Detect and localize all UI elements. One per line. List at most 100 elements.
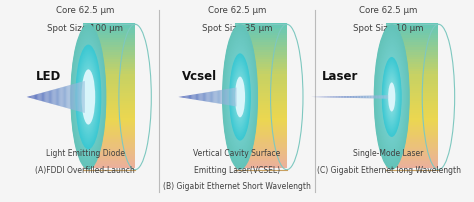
Text: Core 62.5 μm: Core 62.5 μm [208, 6, 266, 15]
Ellipse shape [86, 87, 91, 107]
Bar [83, 139, 135, 142]
Bar [83, 28, 135, 30]
Bar [83, 42, 135, 45]
Ellipse shape [232, 66, 247, 127]
Ellipse shape [82, 74, 94, 120]
Ellipse shape [376, 36, 407, 158]
Polygon shape [203, 93, 204, 101]
Bar [235, 101, 287, 103]
Polygon shape [71, 84, 72, 109]
Ellipse shape [228, 47, 252, 146]
Bar [235, 105, 287, 108]
Ellipse shape [79, 59, 98, 135]
Bar [83, 59, 135, 62]
Ellipse shape [238, 88, 242, 106]
Ellipse shape [234, 72, 246, 122]
Ellipse shape [230, 58, 250, 136]
Bar [83, 55, 135, 57]
Polygon shape [368, 96, 370, 98]
Polygon shape [198, 94, 199, 100]
Bar [83, 91, 135, 93]
Polygon shape [82, 81, 83, 113]
Bar [235, 135, 287, 137]
Ellipse shape [78, 57, 98, 137]
Ellipse shape [388, 81, 396, 113]
Bar [83, 79, 135, 81]
Polygon shape [231, 88, 232, 106]
Polygon shape [39, 93, 41, 101]
Polygon shape [201, 93, 203, 101]
Bar [386, 52, 438, 55]
Ellipse shape [86, 88, 91, 106]
Bar [83, 38, 135, 40]
Bar [235, 88, 287, 91]
Bar [386, 147, 438, 149]
Ellipse shape [383, 61, 401, 133]
Ellipse shape [75, 45, 101, 149]
Ellipse shape [236, 80, 245, 114]
Bar [235, 93, 287, 96]
Polygon shape [57, 88, 58, 106]
Bar [386, 137, 438, 139]
Bar [235, 103, 287, 105]
Ellipse shape [233, 69, 247, 125]
Ellipse shape [238, 90, 242, 104]
Polygon shape [374, 95, 376, 99]
Ellipse shape [380, 49, 403, 145]
Ellipse shape [80, 62, 97, 132]
Ellipse shape [72, 29, 105, 165]
Bar [83, 69, 135, 72]
Ellipse shape [374, 24, 410, 170]
Ellipse shape [71, 26, 106, 168]
Ellipse shape [390, 90, 393, 104]
Polygon shape [227, 89, 228, 105]
Ellipse shape [76, 46, 101, 148]
Polygon shape [31, 95, 33, 99]
Ellipse shape [88, 94, 89, 100]
Ellipse shape [231, 59, 249, 135]
Bar [386, 135, 438, 137]
Text: Single-Mode Laser: Single-Mode Laser [354, 149, 424, 159]
Polygon shape [37, 94, 38, 100]
Bar [83, 159, 135, 161]
Ellipse shape [228, 50, 252, 143]
Bar [386, 166, 438, 168]
Ellipse shape [377, 39, 406, 155]
Polygon shape [214, 91, 216, 103]
Polygon shape [222, 89, 224, 104]
Bar [235, 137, 287, 139]
Ellipse shape [234, 71, 246, 123]
Ellipse shape [228, 49, 252, 145]
Polygon shape [371, 96, 373, 98]
Bar [386, 45, 438, 47]
Ellipse shape [84, 81, 92, 113]
Bar [83, 152, 135, 154]
Bar [386, 103, 438, 105]
Ellipse shape [79, 60, 98, 134]
Polygon shape [70, 85, 71, 109]
Ellipse shape [73, 36, 103, 158]
Bar [235, 91, 287, 93]
Ellipse shape [239, 94, 241, 100]
Polygon shape [196, 94, 197, 100]
Bar [83, 57, 135, 59]
Bar [235, 28, 287, 30]
Ellipse shape [381, 55, 402, 139]
Bar [83, 25, 135, 28]
Bar [83, 137, 135, 139]
Polygon shape [225, 89, 226, 105]
Ellipse shape [70, 24, 106, 170]
Polygon shape [66, 86, 67, 108]
Polygon shape [344, 96, 345, 98]
Polygon shape [359, 96, 360, 98]
Polygon shape [192, 95, 193, 99]
Ellipse shape [236, 81, 244, 113]
Bar [235, 161, 287, 164]
Polygon shape [213, 91, 214, 103]
Polygon shape [229, 88, 231, 105]
Bar [83, 84, 135, 86]
Polygon shape [58, 88, 59, 106]
Ellipse shape [383, 62, 401, 132]
Polygon shape [365, 96, 366, 98]
Bar [83, 93, 135, 96]
